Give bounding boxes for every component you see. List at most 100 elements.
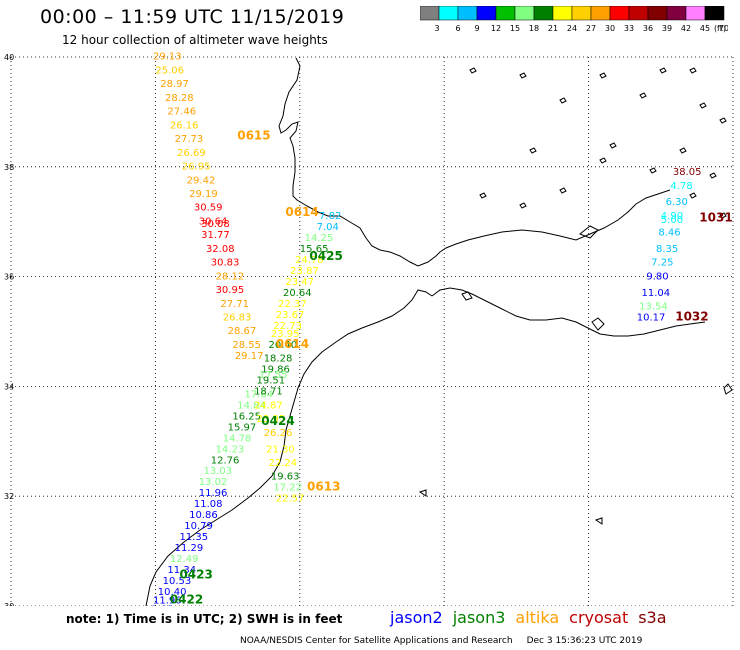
island-outline xyxy=(599,157,607,164)
lon-tick-label: –9 xyxy=(295,605,304,606)
colorbar-unit: (ft) xyxy=(714,24,726,33)
swh-value-label: 30.64 xyxy=(199,216,228,227)
swh-value-label: 10.79 xyxy=(184,521,213,532)
swh-value-label: 10.17 xyxy=(637,313,666,324)
lon-tick-label: –6 xyxy=(440,605,449,606)
island-outline xyxy=(639,92,647,99)
swh-value-label: 28.67 xyxy=(228,326,257,337)
island-outline xyxy=(559,97,567,104)
swh-value-label: 23.87 xyxy=(290,266,319,277)
swh-value-label: 28.12 xyxy=(216,271,245,282)
swh-value-label: 4.78 xyxy=(670,181,692,192)
island-outline xyxy=(469,67,477,74)
island-outline xyxy=(679,147,687,154)
pass-id-label: 0422 xyxy=(170,592,203,606)
swh-value-label: 26.69 xyxy=(177,148,206,159)
lon-tick-label: 0 xyxy=(730,605,735,606)
colorbar-tick: 42 xyxy=(681,24,691,33)
legend-entry: jason3 xyxy=(452,608,506,627)
pass-id-label: 0425 xyxy=(309,249,342,263)
colorbar-tick: 15 xyxy=(510,24,520,33)
island-outline xyxy=(689,67,697,74)
island-outline xyxy=(699,102,707,109)
swh-value-label: 12.76 xyxy=(211,455,240,466)
lat-tick-label: 34 xyxy=(4,382,14,391)
swh-value-label: 18.71 xyxy=(254,387,283,398)
swh-value-label: 19.63 xyxy=(271,472,300,483)
swh-value-label: 26.83 xyxy=(223,313,252,324)
swh-value-label: 25.06 xyxy=(155,65,184,76)
swh-value-label: 11.35 xyxy=(179,532,208,543)
swh-value-label: 11.04 xyxy=(642,288,671,299)
swh-value-label: 14.25 xyxy=(305,233,334,244)
swh-value-label: 14.78 xyxy=(223,433,252,444)
swh-value-label: 20.40 xyxy=(269,340,298,351)
swh-value-label: 5.00 xyxy=(661,215,683,226)
pass-id-label: 0614 xyxy=(285,205,318,219)
swh-value-label: 18.28 xyxy=(264,354,293,365)
colorbar-tick: 24 xyxy=(567,24,577,33)
swh-value-label: 6.30 xyxy=(666,197,688,208)
swh-value-label: 27.73 xyxy=(175,134,204,145)
swh-value-label: 11.08 xyxy=(194,499,223,510)
swh-value-label: 4.90 xyxy=(661,211,683,222)
pass-id-label: 1032 xyxy=(675,310,708,324)
swh-value-label: 24.87 xyxy=(254,400,283,411)
swh-value-label: 23.67 xyxy=(276,310,305,321)
colorbar-tick: 27 xyxy=(586,24,596,33)
lat-tick-label: 32 xyxy=(4,492,14,501)
credits: NOAA/NESDIS Center for Satellite Applica… xyxy=(240,636,642,646)
swh-value-label: 29.19 xyxy=(189,189,218,200)
lat-tick-label: 30 xyxy=(4,602,14,606)
swh-value-label: 10.53 xyxy=(163,576,192,587)
swh-value-label: 9.80 xyxy=(646,271,668,282)
colorbar-tick: 6 xyxy=(455,24,460,33)
pass-id-label: 0423 xyxy=(179,568,212,582)
islands xyxy=(469,67,727,219)
swh-value-label: 27.46 xyxy=(167,107,196,118)
footnote: note: 1) Time is in UTC; 2) SWH is in fe… xyxy=(66,612,343,626)
swh-value-label: 7.25 xyxy=(651,258,673,269)
swh-value-label: 10.86 xyxy=(189,510,218,521)
swh-value-label: 11.96 xyxy=(199,488,228,499)
legend-entry: altika xyxy=(515,608,560,627)
lon-tick-label: –12 xyxy=(148,605,162,606)
swh-value-label: 21.30 xyxy=(266,444,295,455)
swh-value-label: 22.37 xyxy=(278,299,307,310)
swh-value-label: 17.64 xyxy=(244,389,273,400)
colorbar-tick: 3 xyxy=(434,24,439,33)
swh-value-label: 27.71 xyxy=(220,299,249,310)
coastline xyxy=(145,57,733,606)
swh-value-label: 12.49 xyxy=(170,554,199,565)
swh-value-label: 19.86 xyxy=(261,365,290,376)
satellite-legend: jason2 jason3 altika cryosat s3a xyxy=(390,608,677,627)
chart-subtitle: 12 hour collection of altimeter wave hei… xyxy=(62,33,328,47)
swh-value-label: 23.95 xyxy=(271,329,300,340)
swh-value-label: 10.40 xyxy=(158,587,187,598)
island-outline xyxy=(719,212,727,219)
swh-value-label: 29.13 xyxy=(153,52,182,63)
swh-value-label: 26.95 xyxy=(182,162,211,173)
lat-tick-label: 36 xyxy=(4,273,14,282)
colorbar-swatch xyxy=(704,6,725,21)
island-outline xyxy=(519,72,527,79)
swh-value-label: 13.02 xyxy=(199,477,228,488)
colorbar-tick: 45 xyxy=(700,24,710,33)
swh-value-label: 22.24 xyxy=(269,458,298,469)
island-outline xyxy=(519,202,527,209)
swh-value-label: 32.08 xyxy=(206,244,235,255)
colorbar-tick: 39 xyxy=(662,24,672,33)
pass-id-label: 0424 xyxy=(261,414,294,428)
island-outline xyxy=(709,172,717,179)
swh-value-label: 20.64 xyxy=(283,288,312,299)
swh-value-label: 28.55 xyxy=(232,340,261,351)
swh-value-label: 7.82 xyxy=(319,211,341,222)
swh-value-label: 28.97 xyxy=(160,79,189,90)
swh-value-label: 26.16 xyxy=(170,120,199,131)
swh-value-label: 17.22 xyxy=(273,483,302,494)
island-outline xyxy=(609,142,617,149)
colorbar-tick: 70 xyxy=(719,24,728,33)
island-outline xyxy=(559,187,567,194)
pass-id-label: 1031 xyxy=(699,211,732,225)
pass-id-label: 0615 xyxy=(237,128,270,142)
